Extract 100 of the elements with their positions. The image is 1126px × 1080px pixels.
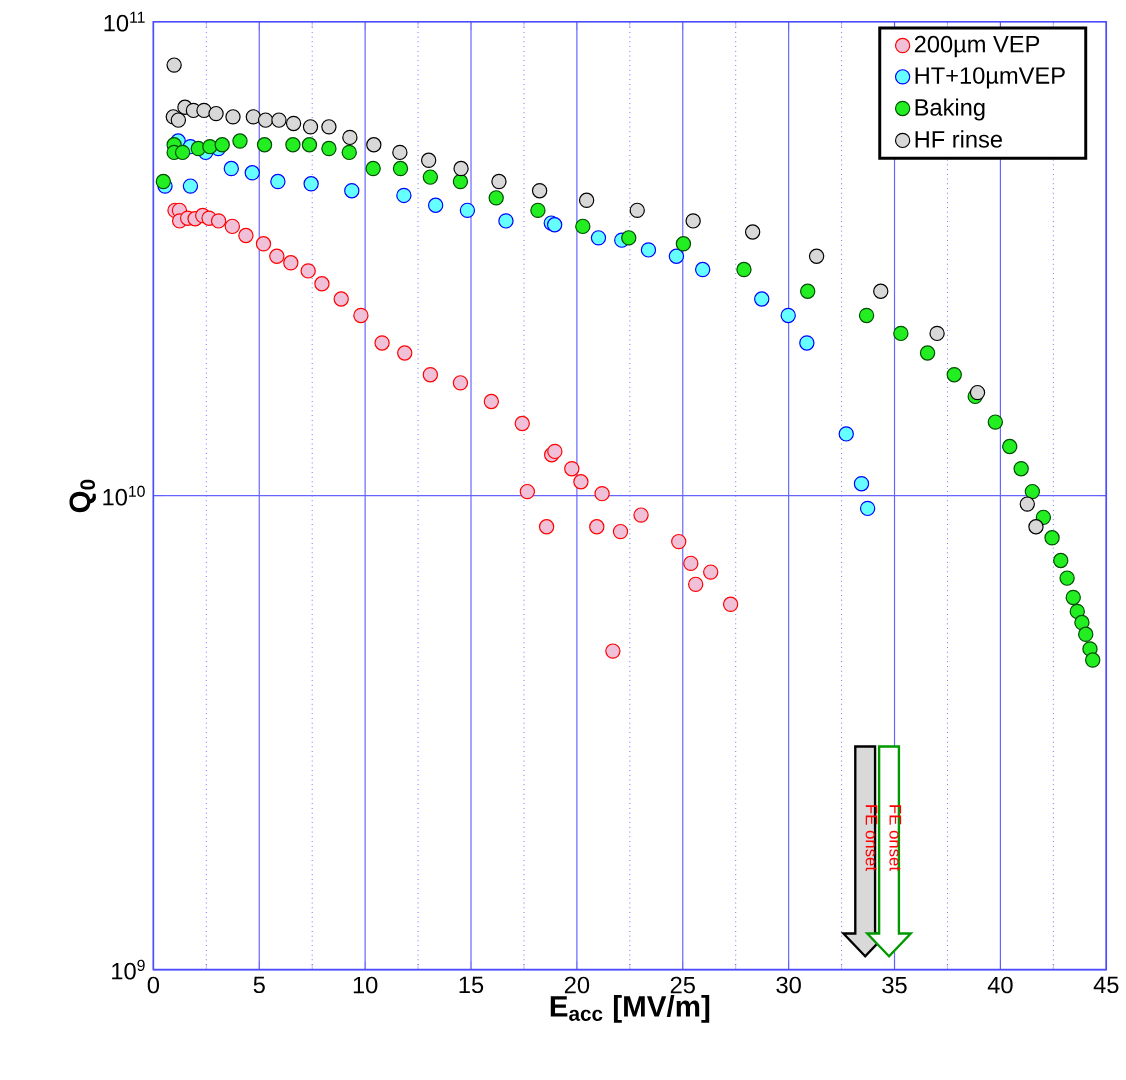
point bbox=[671, 534, 687, 550]
point bbox=[538, 519, 555, 535]
point bbox=[344, 183, 360, 199]
annotation: FE onset bbox=[889, 805, 902, 872]
point bbox=[683, 555, 699, 572]
point bbox=[675, 236, 692, 252]
point bbox=[342, 129, 358, 146]
point bbox=[722, 596, 739, 613]
point bbox=[491, 174, 507, 190]
point bbox=[182, 178, 199, 194]
point bbox=[893, 325, 909, 342]
x-tick-label: 0 bbox=[147, 976, 160, 994]
point bbox=[285, 116, 302, 132]
x-tick-label: 35 bbox=[882, 976, 907, 994]
point bbox=[498, 213, 514, 229]
point bbox=[225, 109, 241, 125]
point bbox=[271, 112, 287, 129]
point bbox=[333, 291, 349, 307]
text: E$_{acc}$ [MV/m] bbox=[550, 995, 710, 1023]
point bbox=[238, 228, 254, 244]
point bbox=[255, 236, 272, 252]
point bbox=[969, 385, 986, 401]
point bbox=[427, 197, 444, 214]
point bbox=[859, 500, 876, 517]
point bbox=[422, 169, 439, 186]
point bbox=[612, 524, 629, 540]
point bbox=[270, 174, 286, 190]
point bbox=[1019, 496, 1035, 512]
point bbox=[946, 367, 962, 383]
point bbox=[808, 248, 825, 265]
point bbox=[420, 152, 437, 169]
point bbox=[314, 276, 330, 292]
point bbox=[365, 161, 381, 177]
point bbox=[1059, 570, 1075, 587]
point bbox=[987, 414, 1004, 430]
point bbox=[392, 144, 408, 161]
x-tick-label: 15 bbox=[459, 976, 484, 994]
x-tick-label: 5 bbox=[253, 976, 265, 994]
point bbox=[396, 187, 412, 204]
point bbox=[799, 335, 815, 351]
point bbox=[392, 161, 409, 177]
point bbox=[174, 144, 191, 161]
point bbox=[224, 218, 241, 235]
point bbox=[780, 308, 796, 324]
x-tick-label: 30 bbox=[776, 976, 801, 994]
point bbox=[629, 202, 645, 219]
point bbox=[452, 375, 469, 391]
point bbox=[303, 176, 319, 192]
y-tick-label: 10$^{11}$ bbox=[104, 12, 145, 32]
point bbox=[546, 217, 563, 233]
point bbox=[459, 202, 476, 219]
point bbox=[744, 224, 761, 240]
point bbox=[1085, 652, 1101, 668]
point bbox=[621, 230, 637, 246]
point bbox=[155, 174, 172, 190]
point bbox=[530, 202, 546, 219]
point bbox=[694, 262, 711, 278]
point bbox=[422, 367, 439, 383]
point bbox=[285, 137, 301, 153]
point bbox=[575, 218, 591, 235]
point bbox=[589, 519, 605, 535]
point bbox=[453, 161, 469, 177]
point bbox=[232, 133, 248, 149]
point bbox=[703, 564, 719, 580]
point bbox=[488, 190, 504, 206]
point bbox=[170, 112, 187, 129]
x-tick-label: 25 bbox=[670, 976, 695, 994]
point bbox=[283, 255, 299, 271]
point bbox=[929, 325, 945, 342]
point bbox=[483, 394, 500, 410]
point bbox=[223, 161, 239, 177]
point bbox=[594, 486, 610, 502]
point bbox=[374, 335, 390, 351]
point bbox=[353, 308, 369, 324]
point bbox=[397, 345, 413, 361]
point bbox=[166, 57, 182, 73]
point bbox=[573, 474, 589, 490]
text: Q$_{0}$ bbox=[69, 479, 96, 513]
point bbox=[531, 183, 548, 199]
point bbox=[1013, 461, 1029, 477]
point bbox=[578, 192, 595, 209]
point bbox=[202, 139, 218, 155]
point bbox=[269, 248, 285, 265]
point bbox=[452, 174, 469, 190]
point bbox=[1065, 589, 1081, 606]
point bbox=[668, 248, 685, 265]
point bbox=[245, 109, 262, 125]
x-tick-label: 40 bbox=[987, 976, 1013, 994]
legend-label: HT+10µmVEP bbox=[915, 67, 1065, 89]
x-tick-label: 20 bbox=[564, 976, 590, 994]
point bbox=[687, 576, 704, 593]
point bbox=[1074, 615, 1090, 631]
point bbox=[640, 242, 657, 258]
point bbox=[214, 137, 230, 153]
point bbox=[873, 283, 889, 300]
point bbox=[1028, 519, 1044, 535]
point bbox=[301, 137, 318, 153]
point bbox=[366, 137, 382, 153]
point bbox=[514, 416, 530, 432]
point bbox=[564, 461, 580, 477]
